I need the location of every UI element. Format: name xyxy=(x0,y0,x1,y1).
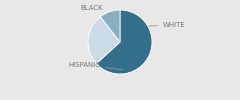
Wedge shape xyxy=(96,10,152,74)
Text: BLACK: BLACK xyxy=(81,5,111,14)
Text: HISPANIC: HISPANIC xyxy=(68,62,123,70)
Wedge shape xyxy=(100,10,120,42)
Text: WHITE: WHITE xyxy=(149,22,186,28)
Wedge shape xyxy=(88,17,120,64)
